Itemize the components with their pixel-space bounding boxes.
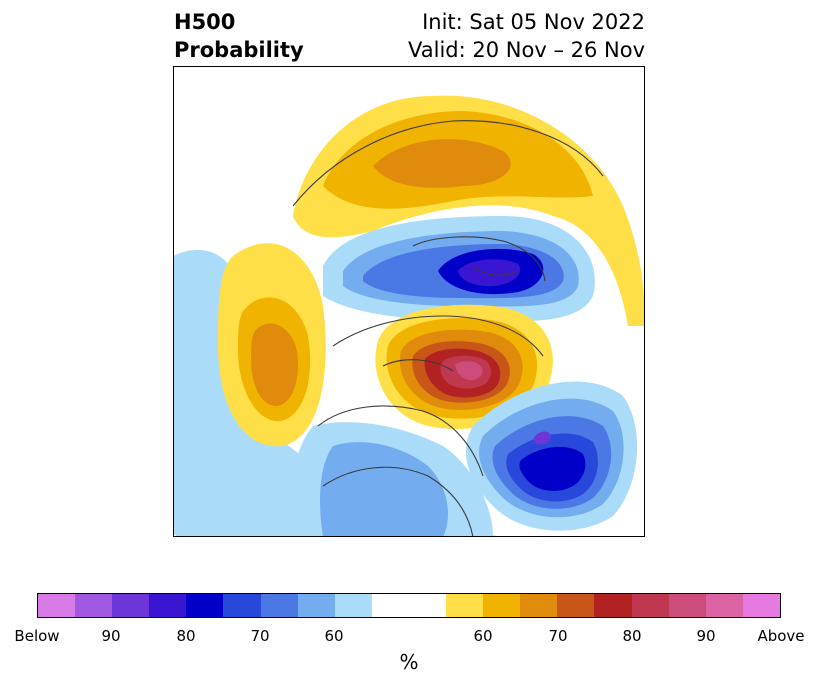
title-right: Init: Sat 05 Nov 2022 Valid: 20 Nov – 26… bbox=[408, 8, 645, 64]
cbar-tick-label: 80 bbox=[622, 627, 642, 645]
cbar-above-bin bbox=[631, 594, 669, 617]
cbar-tick-label: 90 bbox=[696, 627, 716, 645]
cbar-tick-label: 70 bbox=[548, 627, 568, 645]
colorbar-unit: % bbox=[399, 650, 419, 674]
cbar-neutral-bin bbox=[371, 594, 447, 617]
cbar-tick-label: 60 bbox=[473, 627, 493, 645]
cbar-below-bin bbox=[186, 594, 224, 617]
cbar-above-bin bbox=[668, 594, 706, 617]
cbar-below-bin bbox=[297, 594, 335, 617]
colorbar bbox=[37, 593, 781, 618]
valid-range: Valid: 20 Nov – 26 Nov bbox=[408, 38, 645, 62]
title-left: H500 Probability bbox=[174, 8, 304, 64]
cbar-below-bin bbox=[38, 594, 76, 617]
cbar-tick-label: 90 bbox=[101, 627, 121, 645]
cbar-above-bin bbox=[705, 594, 743, 617]
cbar-below-bin bbox=[223, 594, 261, 617]
cbar-above-bin bbox=[446, 594, 484, 617]
cbar-above-bin bbox=[557, 594, 595, 617]
cbar-above-bin bbox=[483, 594, 521, 617]
cbar-tick-label: Below bbox=[14, 627, 60, 645]
title-product: Probability bbox=[174, 38, 304, 62]
probability-map bbox=[173, 66, 645, 537]
cbar-below-bin bbox=[334, 594, 372, 617]
cbar-tick-label: 80 bbox=[176, 627, 196, 645]
title-variable: H500 bbox=[174, 10, 236, 34]
cbar-tick-label: 70 bbox=[250, 627, 270, 645]
cbar-above-bin bbox=[742, 594, 780, 617]
init-date: Init: Sat 05 Nov 2022 bbox=[422, 10, 645, 34]
cbar-below-bin bbox=[112, 594, 150, 617]
cbar-below-bin bbox=[149, 594, 187, 617]
cbar-below-bin bbox=[260, 594, 298, 617]
cbar-above-bin bbox=[594, 594, 632, 617]
cbar-above-bin bbox=[520, 594, 558, 617]
cbar-below-bin bbox=[75, 594, 113, 617]
cbar-tick-label: Above bbox=[757, 627, 805, 645]
cbar-tick-label: 60 bbox=[324, 627, 344, 645]
